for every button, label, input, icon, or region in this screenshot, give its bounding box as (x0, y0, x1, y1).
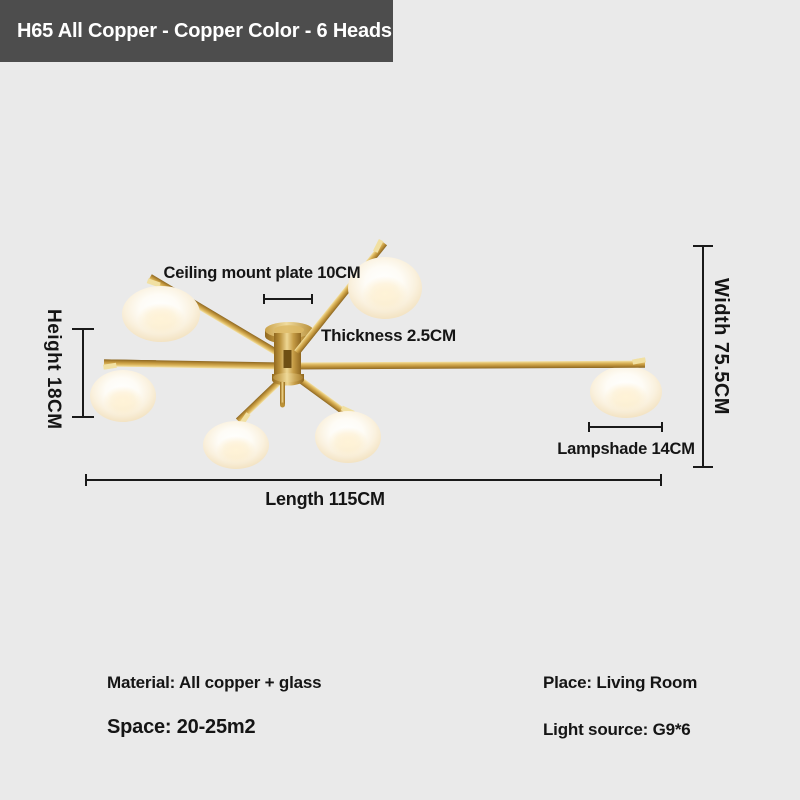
width-label: Width 75.5CM (710, 278, 732, 415)
ceiling-plate-label: Ceiling mount plate 10CM (163, 264, 361, 282)
lamp-arm-left (103, 359, 284, 370)
length-label: Length 115CM (265, 489, 385, 509)
height-label: Height 18CM (43, 309, 64, 430)
length-dimension-line (85, 474, 662, 486)
lamp-globe (122, 286, 200, 342)
spec-material: Material: All copper + glass (107, 673, 322, 692)
lamp-globe (590, 366, 662, 418)
variant-title: H65 All Copper - Copper Color - 6 Heads (17, 19, 392, 42)
lamp-drop-rod (280, 382, 285, 405)
ceiling-plate-dimension-line (263, 294, 313, 304)
spec-place: Place: Living Room (543, 673, 698, 692)
spec-light-source: Light source: G9*6 (543, 720, 691, 739)
lamp-globe (203, 421, 269, 469)
height-dimension-line (72, 328, 94, 418)
spec-space: Space: 20-25m2 (107, 716, 256, 738)
lamp-globe (315, 411, 381, 463)
lamp-arm-lower-right (293, 373, 355, 420)
lamp-hub (265, 322, 313, 408)
lamp-arm-lower-left (235, 375, 286, 426)
thickness-label: Thickness 2.5CM (321, 326, 456, 345)
lamp-arm-upper-left (146, 274, 293, 364)
lamp-arm-right (292, 357, 646, 370)
lamp-globe (90, 370, 156, 422)
variant-banner: H65 All Copper - Copper Color - 6 Heads (0, 0, 393, 62)
lampshade-label: Lampshade 14CM (557, 440, 695, 458)
lampshade-dimension-line (588, 422, 663, 432)
width-dimension-line (693, 245, 713, 468)
